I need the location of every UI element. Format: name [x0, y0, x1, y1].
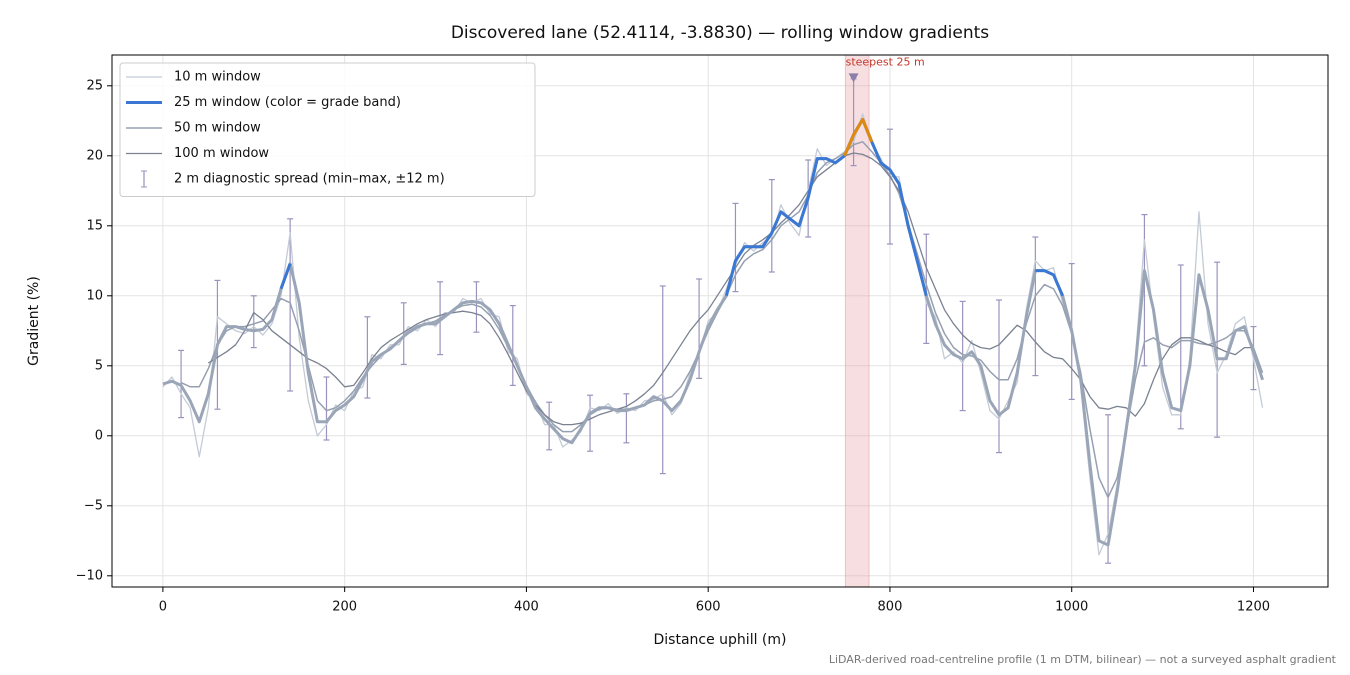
- grade-band-line: [843, 117, 874, 157]
- y-tick-label: 5: [95, 358, 103, 373]
- error-bar: [623, 393, 630, 444]
- legend-label: 2 m diagnostic spread (min–max, ±12 m): [174, 172, 445, 187]
- x-tick-label: 200: [332, 600, 357, 615]
- error-bar: [509, 305, 516, 386]
- series-line: [162, 117, 1264, 547]
- annotation-text: steepest 25 m: [846, 55, 925, 68]
- error-bar: [323, 376, 330, 441]
- error-bar: [659, 285, 666, 475]
- grade-band-line: [724, 117, 928, 297]
- x-tick-label: 400: [514, 600, 539, 615]
- x-tick-label: 1000: [1055, 600, 1088, 615]
- error-bar: [996, 299, 1003, 454]
- error-bar: [250, 295, 257, 349]
- chart-title: Discovered lane (52.4114, -3.8830) — rol…: [451, 23, 989, 43]
- y-tick-label: −5: [84, 498, 103, 513]
- error-bar: [473, 281, 480, 333]
- error-bar: [1032, 236, 1039, 377]
- x-tick-label: 600: [696, 600, 721, 615]
- error-bar: [768, 179, 775, 273]
- grade-band-line: [1035, 269, 1064, 297]
- error-bar: [1177, 264, 1184, 430]
- x-tick-label: 0: [159, 600, 167, 615]
- x-tick-label: 800: [878, 600, 903, 615]
- highlight-band: [844, 54, 870, 588]
- plot-frame: [111, 54, 1329, 588]
- footnote: LiDAR-derived road-centreline profile (1…: [829, 653, 1337, 666]
- error-bar: [732, 202, 739, 293]
- legend-label: 100 m window: [174, 146, 269, 161]
- y-tick-label: 15: [86, 218, 103, 233]
- error-bar: [886, 128, 893, 245]
- y-axis-label: Gradient (%): [26, 276, 42, 366]
- error-bar: [364, 316, 371, 399]
- steepest-marker: [848, 73, 859, 83]
- y-tick-label: −10: [76, 568, 103, 583]
- error-bar: [1214, 261, 1221, 438]
- y-tick-label: 20: [86, 148, 103, 163]
- x-axis-label: Distance uphill (m): [654, 632, 787, 648]
- legend-label: 10 m window: [174, 70, 261, 85]
- error-bar: [400, 302, 407, 365]
- legend-label: 25 m window (color = grade band): [174, 95, 401, 110]
- error-bar: [923, 233, 930, 344]
- legend-label: 50 m window: [174, 121, 261, 136]
- x-tick-label: 1200: [1237, 600, 1270, 615]
- y-tick-label: 0: [95, 428, 103, 443]
- error-bar: [696, 278, 703, 379]
- error-bar: [959, 300, 966, 412]
- error-bar: [587, 394, 594, 452]
- grade-band-line: [279, 263, 292, 290]
- y-tick-label: 10: [86, 288, 103, 303]
- legend-box: [119, 62, 536, 197]
- y-tick-label: 25: [86, 78, 103, 93]
